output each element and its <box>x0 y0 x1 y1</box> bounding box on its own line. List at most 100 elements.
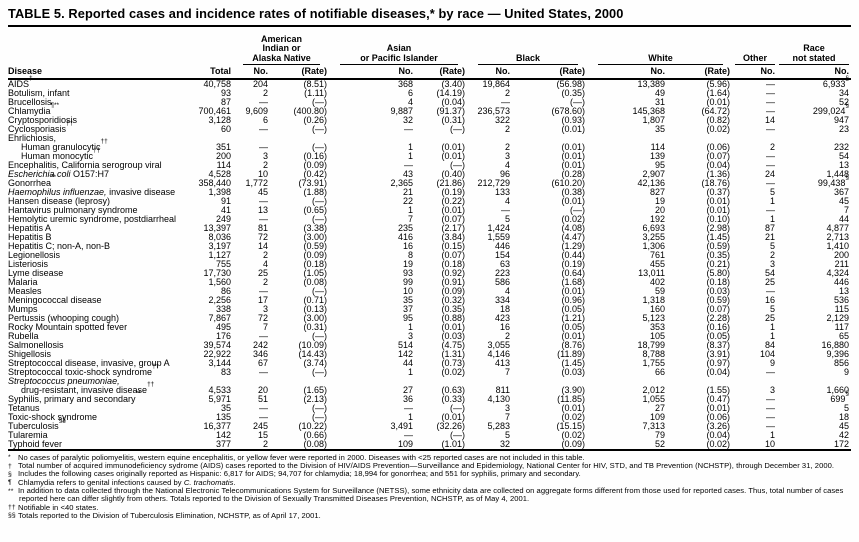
api-no-cell: 21 <box>330 187 415 197</box>
black-rate-cell: (0.05) <box>512 322 588 332</box>
disease-footnote-marker: §§ <box>58 417 66 425</box>
aian-rate-cell: (—) <box>270 286 330 296</box>
cell-value: (0.07) <box>706 150 731 161</box>
total-cell: 60 <box>220 123 231 134</box>
white-rate-cell: (0.16) <box>667 322 733 332</box>
aian-rate-cell: (—) <box>270 403 330 413</box>
white-rate-cell: (0.97) <box>667 358 733 368</box>
cell-value: (64.72) <box>701 105 731 116</box>
white-rate-cell: (0.01) <box>667 196 733 206</box>
race-not-stated-no-cell: 117 <box>777 321 851 332</box>
footnote: †† Notifiable in <40 states. <box>8 503 851 512</box>
api-no-cell: — <box>330 124 415 134</box>
cell-value: 346 <box>252 348 268 359</box>
group-name-line: not stated <box>792 52 836 63</box>
cell-value: (73.91) <box>298 177 328 188</box>
api-rate-cell: (0.91) <box>415 277 468 287</box>
total-cell: 377 <box>215 438 231 449</box>
race-not-stated-no-cell: 23 <box>777 124 851 134</box>
aian-rate-cell: (—) <box>270 142 330 152</box>
cell-value: — <box>259 123 268 134</box>
black-no-cell: — <box>468 97 512 107</box>
cell-value: (0.02) <box>706 123 731 134</box>
cell-value: (0.09) <box>561 438 586 449</box>
aian-rate-cell: (2.13) <box>270 394 330 404</box>
aian-no-cell: 4 <box>233 259 270 269</box>
cell-value: — <box>259 366 268 377</box>
cell-value: 1 <box>408 141 414 152</box>
other-no-cell: — <box>733 160 777 170</box>
cell-value: — <box>766 96 776 107</box>
cell-value: 13 <box>839 285 850 296</box>
white-rate-cell: (5.96) <box>667 79 733 89</box>
disease-name: Human granulocytic <box>21 141 101 152</box>
disease-name: Human monocytic <box>21 150 94 161</box>
cell-value: (0.31) <box>441 114 466 125</box>
cell-value: 334 <box>495 294 511 305</box>
total-cell: 200 <box>215 150 231 161</box>
table-row: Malaria 1,560 2 (0.08) 99 (0.91) 586 (1.68) 402 (… <box>8 276 851 287</box>
cell-value: — <box>766 411 776 422</box>
aian-rate-cell: (10.09) <box>270 340 330 350</box>
cell-value: 54 <box>839 150 850 161</box>
cell-value: (0.06) <box>706 411 731 422</box>
white-no-cell: 1,755 <box>588 358 667 368</box>
white-no-cell: 6,693 <box>588 223 667 233</box>
black-rate-cell: (0.03) <box>512 367 588 377</box>
cell-value: (0.15) <box>441 240 466 251</box>
aian-rate-cell: (0.59) <box>270 240 330 251</box>
white-rate-cell: (0.59) <box>667 241 733 251</box>
disease-cell: Streptococcal disease, invasive, group A <box>8 358 193 368</box>
other-no-cell: 10 <box>733 438 777 450</box>
cell-value: (—) <box>312 411 328 422</box>
disease-cell: Rocky Mountain spotted fever <box>8 322 193 332</box>
cell-value: 416 <box>397 231 414 242</box>
white-rate-cell: (5.80) <box>667 268 733 278</box>
aian-no-cell: 2 <box>233 439 270 450</box>
black-rate-cell: (0.01) <box>512 142 588 152</box>
aian-rate-cell: (0.71) <box>270 295 330 305</box>
cell-value: (2.98) <box>706 222 731 233</box>
white-no-cell: 7,313 <box>588 421 667 431</box>
cell-value: 4,146 <box>487 348 511 359</box>
other-no-cell: 1 <box>733 214 777 224</box>
white-no-cell: 353 <box>588 322 667 332</box>
black-rate-cell: (0.38) <box>512 187 588 197</box>
disease-footnote-marker: †† <box>152 363 160 371</box>
cell-value: (0.06) <box>706 141 731 152</box>
group-header-row: American Indian or Alaska Native Asian or Pa… <box>8 30 851 65</box>
black-rate-cell: (—) <box>512 205 588 215</box>
cell-value: (0.92) <box>441 267 466 278</box>
cell-value: 5 <box>770 186 776 197</box>
disease-name: Chlamydia <box>8 105 51 116</box>
white-rate-cell: (2.28) <box>667 313 733 323</box>
cell-value: 811 <box>495 384 511 395</box>
cell-value: 3,491 <box>390 420 414 431</box>
cell-value: (0.88) <box>441 312 466 323</box>
white-rate-cell: (0.35) <box>667 250 733 260</box>
cell-value: 4 <box>505 285 511 296</box>
disease-cell: Shigellosis <box>8 349 193 359</box>
disease-cell: Pertussis (whooping cough) <box>8 313 193 323</box>
cell-value: 10 <box>765 438 776 449</box>
cell-value: 242 <box>252 339 268 350</box>
aian-no-cell: 2 <box>233 160 270 170</box>
cell-value: 117 <box>834 321 850 332</box>
cell-value: (—) <box>570 96 586 107</box>
aian-rate-cell: (14.43) <box>270 349 330 359</box>
cell-value: (0.59) <box>303 240 328 251</box>
race-not-stated-no-cell: 4,324 <box>777 268 851 278</box>
black-rate-cell: (0.64) <box>512 268 588 278</box>
cell-value: (56.98) <box>556 78 586 89</box>
cell-value: (1.68) <box>561 276 586 287</box>
cell-value: (0.08) <box>303 438 328 449</box>
cell-value: (5.96) <box>706 78 731 89</box>
table-row: Brucellosis 87 — (—) 4 (0.04) — (—) 31 (0.01) — 52 <box>8 96 851 107</box>
cell-value: — <box>259 285 268 296</box>
disease-cell: Brucellosis <box>8 97 193 107</box>
black-no-cell: 4 <box>468 160 512 170</box>
cell-value: (11.89) <box>557 348 586 359</box>
cell-value: (1.45) <box>561 357 586 368</box>
cell-value: (0.13) <box>303 303 328 314</box>
race-not-stated-no-cell: 42 <box>777 430 851 440</box>
